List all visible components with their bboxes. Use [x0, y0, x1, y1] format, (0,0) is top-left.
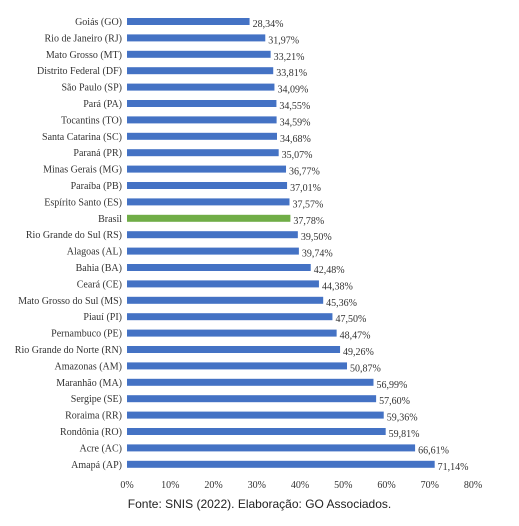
category-label: Rio Grande do Sul (RS)	[26, 230, 122, 241]
bar	[127, 165, 287, 173]
bar	[127, 247, 299, 255]
bar	[127, 149, 279, 157]
bar	[127, 182, 288, 189]
category-label: Bahia (BA)	[76, 263, 122, 274]
category-label: São Paulo (SP)	[61, 83, 122, 94]
category-label: Rio Grande do Norte (RN)	[15, 345, 122, 356]
bar	[127, 296, 324, 304]
bar	[127, 313, 333, 321]
bar	[127, 428, 386, 435]
category-label: Pará (PA)	[83, 99, 122, 110]
category-label: Maranhão (MA)	[56, 378, 122, 389]
data-label: 33,81%	[276, 68, 307, 79]
data-label: 28,34%	[253, 19, 284, 30]
data-label: 44,38%	[322, 281, 353, 292]
bar	[127, 444, 416, 452]
category-label: Amazonas (AM)	[55, 361, 122, 372]
data-label: 34,59%	[280, 117, 311, 128]
bar	[127, 67, 274, 75]
bar	[127, 132, 277, 140]
category-label: Espírito Santo (ES)	[44, 197, 122, 208]
category-label: Mato Grosso (MT)	[46, 50, 122, 61]
bars-layer	[127, 18, 435, 468]
data-label: 59,81%	[389, 429, 420, 440]
category-label: Acre (AC)	[80, 443, 122, 454]
data-label: 66,61%	[418, 445, 449, 456]
data-label: 47,50%	[335, 314, 366, 325]
category-label: Minas Gerais (MG)	[43, 165, 122, 176]
category-label: Amapá (AP)	[71, 460, 122, 471]
x-tick-label: 50%	[334, 480, 352, 491]
bar	[127, 411, 384, 419]
data-label: 42,48%	[314, 265, 345, 276]
data-label: 34,68%	[280, 134, 311, 145]
bar	[127, 346, 341, 353]
category-label: Roraima (RR)	[65, 411, 122, 422]
x-tick-label: 0%	[120, 480, 133, 491]
category-label: Paraná (PR)	[73, 148, 122, 159]
x-tick-label: 40%	[291, 480, 309, 491]
data-label: 34,09%	[277, 85, 308, 96]
data-label: 57,60%	[379, 396, 410, 407]
category-label: Sergipe (SE)	[71, 394, 122, 405]
data-label: 49,26%	[343, 347, 374, 358]
data-label: 37,78%	[293, 216, 324, 227]
x-tick-label: 60%	[377, 480, 395, 491]
bar	[127, 460, 435, 468]
bar	[127, 34, 266, 42]
data-label: 37,01%	[290, 183, 321, 194]
data-label: 50,87%	[350, 363, 381, 374]
category-label: Piauí (PI)	[83, 312, 122, 323]
data-label: 45,36%	[326, 298, 357, 309]
data-label: 36,77%	[289, 167, 320, 178]
data-label: 71,14%	[438, 462, 469, 473]
category-label: Santa Catarina (SC)	[42, 132, 122, 143]
bar	[127, 395, 377, 403]
x-tick-label: 70%	[421, 480, 439, 491]
category-label: Brasil	[98, 214, 122, 225]
category-label: Rio de Janeiro (RJ)	[45, 33, 123, 44]
data-label: 59,36%	[387, 413, 418, 424]
bar	[127, 100, 277, 107]
category-label: Distrito Federal (DF)	[37, 66, 122, 77]
data-label: 34,55%	[279, 101, 310, 112]
data-label: 35,07%	[282, 150, 313, 161]
x-tick-label: 10%	[161, 480, 179, 491]
category-label: Pernambuco (PE)	[51, 329, 122, 340]
bar	[127, 83, 275, 91]
x-tick-label: 30%	[248, 480, 266, 491]
data-label: 39,74%	[302, 249, 333, 260]
category-label: Alagoas (AL)	[67, 247, 122, 258]
bar	[127, 280, 319, 288]
category-label: Ceará (CE)	[77, 279, 122, 290]
data-label: 48,47%	[340, 331, 371, 342]
category-label: Paraíba (PB)	[71, 181, 122, 192]
x-tick-label: 20%	[204, 480, 222, 491]
source-note: Fonte: SNIS (2022). Elaboração: GO Assoc…	[127, 497, 392, 511]
data-label: 56,99%	[376, 380, 407, 391]
category-label: Mato Grosso do Sul (MS)	[18, 296, 122, 307]
bar	[127, 378, 374, 386]
category-label: Goiás (GO)	[75, 17, 122, 28]
bar	[127, 214, 291, 222]
x-axis-ticks: 0% 10% 20% 30% 40% 50% 60% 70% 80%	[120, 480, 482, 491]
bar	[127, 362, 348, 370]
category-label: Rondônia (RO)	[60, 427, 122, 438]
bar	[127, 329, 337, 337]
bar	[127, 50, 271, 58]
x-tick-label: 80%	[464, 480, 482, 491]
bar	[127, 18, 250, 25]
category-label: Tocantins (TO)	[61, 115, 122, 126]
bar	[127, 198, 290, 206]
bar	[127, 116, 277, 124]
data-label: 39,50%	[301, 232, 332, 243]
labels-layer: Goiás (GO) 28,34% Rio de Janeiro (RJ) 31,97…	[15, 17, 469, 473]
data-label: 31,97%	[268, 35, 299, 46]
bar	[127, 264, 311, 271]
bar	[127, 231, 298, 239]
data-label: 33,21%	[274, 52, 305, 63]
data-label: 37,57%	[292, 199, 323, 210]
